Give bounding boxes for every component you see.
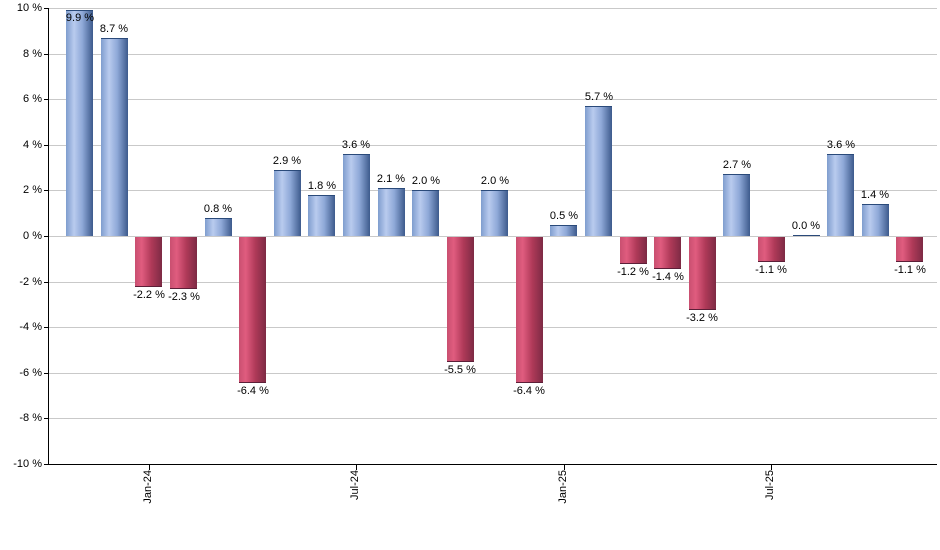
bar-value-label: -1.1 %: [755, 264, 787, 276]
y-axis-tick: [44, 8, 48, 9]
x-axis-line: [48, 464, 937, 465]
y-axis-tick-label: 4 %: [23, 139, 42, 151]
y-axis-tick-label: -10 %: [13, 458, 42, 470]
bar[interactable]: [689, 237, 716, 310]
bar[interactable]: [308, 194, 335, 236]
h-gridline: [48, 373, 937, 374]
y-axis-tick: [44, 418, 48, 419]
bar[interactable]: [481, 190, 508, 236]
bar-value-label: 0.0 %: [791, 220, 821, 232]
bar-value-label: 2.0 %: [411, 175, 441, 187]
bar[interactable]: [447, 237, 474, 363]
bar-value-label: 2.1 %: [376, 173, 406, 185]
y-axis-tick-label: 2 %: [23, 184, 42, 196]
bar[interactable]: [101, 37, 128, 236]
h-gridline: [48, 54, 937, 55]
bar-value-label: 2.7 %: [722, 159, 752, 171]
bar-value-label: 2.0 %: [480, 175, 510, 187]
y-axis-tick: [44, 327, 48, 328]
bar[interactable]: [896, 237, 923, 263]
bar[interactable]: [170, 237, 197, 290]
h-gridline: [48, 8, 937, 9]
x-axis-tick: [356, 464, 357, 470]
h-gridline: [48, 145, 937, 146]
y-axis-tick: [44, 145, 48, 146]
bar-value-label: -1.2 %: [617, 266, 649, 278]
x-axis-tick-label: Jan-25: [557, 470, 569, 504]
y-axis-tick: [44, 54, 48, 55]
bar[interactable]: [274, 169, 301, 236]
bar-value-label: -2.2 %: [133, 289, 165, 301]
y-axis-tick-label: -4 %: [19, 321, 42, 333]
bar-value-label: 1.4 %: [860, 189, 890, 201]
bar-value-label: 3.6 %: [826, 139, 856, 151]
bar-value-label: -1.4 %: [652, 271, 684, 283]
y-axis-tick: [44, 99, 48, 100]
bar[interactable]: [378, 188, 405, 236]
y-axis-tick: [44, 236, 48, 237]
x-axis-tick: [771, 464, 772, 470]
h-gridline: [48, 418, 937, 419]
bar-value-label: -2.3 %: [168, 291, 200, 303]
y-axis-tick-label: -8 %: [19, 412, 42, 424]
bar[interactable]: [135, 237, 162, 288]
x-axis-tick: [149, 464, 150, 470]
bar-value-label: -6.4 %: [237, 385, 269, 397]
bar-value-label: -1.1 %: [894, 264, 926, 276]
x-axis-tick-label: Jul-24: [349, 470, 361, 500]
y-axis-tick: [44, 373, 48, 374]
y-axis-tick: [44, 190, 48, 191]
bar[interactable]: [205, 217, 232, 236]
bar-value-label: 0.8 %: [203, 203, 233, 215]
bar-value-label: 5.7 %: [584, 91, 614, 103]
y-axis-tick-label: 0 %: [23, 230, 42, 242]
y-axis-tick: [44, 282, 48, 283]
bar[interactable]: [412, 190, 439, 236]
bar-value-label: 3.6 %: [341, 139, 371, 151]
bar-value-label: 1.8 %: [307, 180, 337, 192]
bar-value-label: 0.5 %: [549, 210, 579, 222]
bar[interactable]: [66, 10, 93, 236]
bar[interactable]: [620, 237, 647, 265]
bar[interactable]: [343, 153, 370, 236]
bar[interactable]: [758, 237, 785, 263]
bar[interactable]: [862, 204, 889, 236]
y-axis-tick: [44, 464, 48, 465]
bar-value-label: 8.7 %: [99, 23, 129, 35]
bar-value-label: 2.9 %: [272, 155, 302, 167]
h-gridline: [48, 99, 937, 100]
bar[interactable]: [516, 237, 543, 383]
x-axis-tick-label: Jan-24: [142, 470, 154, 504]
y-axis-tick-label: 10 %: [16, 2, 42, 14]
bar-value-label: -3.2 %: [686, 312, 718, 324]
bar-value-label: -5.5 %: [444, 364, 476, 376]
bar[interactable]: [723, 174, 750, 236]
y-axis-line: [48, 8, 49, 464]
bar[interactable]: [239, 237, 266, 383]
bar-value-label: -6.4 %: [513, 385, 545, 397]
y-axis-tick-label: 6 %: [23, 93, 42, 105]
bar[interactable]: [585, 106, 612, 236]
h-gridline: [48, 327, 937, 328]
y-axis-tick-label: -6 %: [19, 367, 42, 379]
bar[interactable]: [793, 234, 820, 236]
bar[interactable]: [550, 224, 577, 236]
y-axis-tick-label: 8 %: [23, 48, 42, 60]
x-axis-tick: [564, 464, 565, 470]
bar[interactable]: [827, 153, 854, 236]
x-axis-tick-label: Jul-25: [764, 470, 776, 500]
bar[interactable]: [654, 237, 681, 269]
y-axis-tick-label: -2 %: [19, 276, 42, 288]
